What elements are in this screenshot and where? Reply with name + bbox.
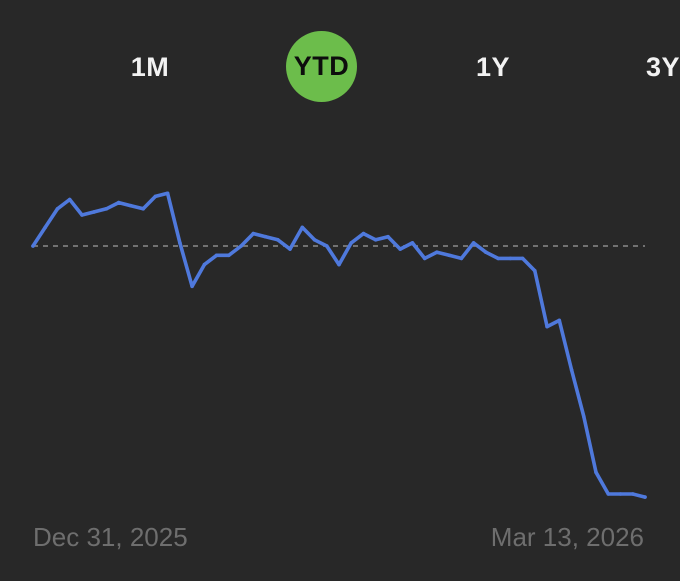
- data-point: [153, 194, 158, 199]
- data-point: [263, 234, 268, 239]
- data-point: [43, 225, 47, 230]
- data-point: [533, 269, 537, 273]
- data-point: [349, 241, 354, 245]
- data-point: [545, 324, 549, 329]
- data-point: [202, 262, 207, 267]
- tab-1y[interactable]: 1Y: [475, 51, 511, 82]
- data-point: [398, 247, 403, 251]
- data-point: [606, 492, 611, 496]
- data-point: [643, 495, 647, 499]
- data-point: [631, 492, 635, 496]
- data-point: [165, 191, 170, 196]
- price-line: [31, 191, 647, 499]
- tab-1m[interactable]: 1M: [130, 51, 170, 82]
- data-point: [214, 253, 219, 258]
- data-point: [288, 247, 292, 251]
- data-point: [227, 253, 231, 258]
- data-point: [484, 250, 488, 254]
- data-point: [337, 262, 341, 267]
- data-point: [55, 207, 60, 211]
- data-point: [447, 253, 452, 258]
- x-axis-end-date: Mar 13, 2026: [490, 522, 644, 552]
- data-point: [459, 256, 464, 261]
- data-point: [594, 470, 598, 475]
- data-point: [410, 241, 415, 245]
- data-point: [557, 318, 562, 323]
- data-point: [104, 207, 109, 211]
- tab-ytd[interactable]: YTD: [286, 31, 357, 102]
- data-point: [618, 492, 623, 496]
- tab-3y[interactable]: 3Y: [646, 51, 680, 82]
- data-point: [190, 284, 194, 289]
- data-point: [67, 197, 72, 202]
- data-point: [361, 231, 366, 236]
- data-point: [471, 241, 476, 245]
- data-point: [496, 256, 500, 261]
- data-point: [141, 207, 145, 211]
- data-point: [312, 238, 317, 242]
- data-point: [325, 244, 329, 248]
- data-point: [508, 256, 513, 261]
- data-point: [435, 250, 439, 254]
- data-point: [386, 234, 390, 239]
- data-point: [92, 210, 96, 214]
- range-tab-bar: 1M YTD 1Y 3Y: [0, 0, 680, 130]
- data-point: [31, 244, 35, 248]
- data-point: [239, 244, 243, 248]
- data-point: [582, 414, 586, 419]
- data-point: [80, 213, 84, 217]
- data-point: [520, 256, 525, 261]
- data-point: [129, 203, 133, 208]
- data-point: [373, 238, 378, 242]
- data-point: [276, 238, 280, 242]
- data-point: [422, 256, 427, 261]
- data-point: [178, 241, 182, 245]
- data-point: [300, 225, 305, 230]
- data-point: [116, 200, 121, 205]
- data-point: [569, 368, 574, 372]
- data-point: [251, 231, 256, 236]
- x-axis-start-date: Dec 31, 2025: [33, 522, 188, 552]
